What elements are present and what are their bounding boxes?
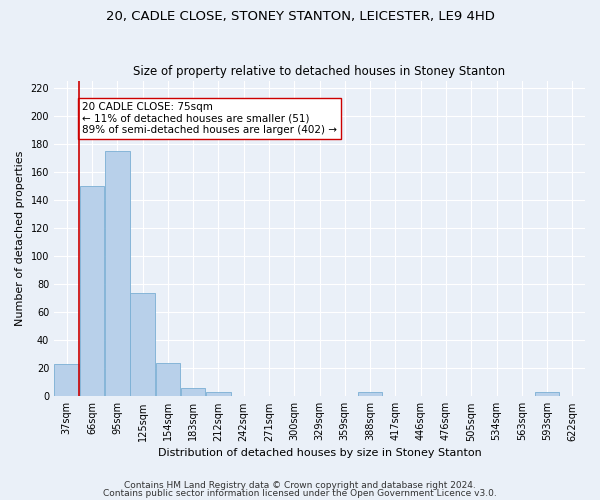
X-axis label: Distribution of detached houses by size in Stoney Stanton: Distribution of detached houses by size … <box>158 448 481 458</box>
Text: Contains public sector information licensed under the Open Government Licence v3: Contains public sector information licen… <box>103 488 497 498</box>
Bar <box>155 362 180 396</box>
Bar <box>535 392 559 396</box>
Text: Contains HM Land Registry data © Crown copyright and database right 2024.: Contains HM Land Registry data © Crown c… <box>124 481 476 490</box>
Bar <box>181 388 205 396</box>
Title: Size of property relative to detached houses in Stoney Stanton: Size of property relative to detached ho… <box>133 66 506 78</box>
Bar <box>80 186 104 396</box>
Y-axis label: Number of detached properties: Number of detached properties <box>15 151 25 326</box>
Bar <box>105 151 130 396</box>
Bar <box>206 392 230 396</box>
Text: 20, CADLE CLOSE, STONEY STANTON, LEICESTER, LE9 4HD: 20, CADLE CLOSE, STONEY STANTON, LEICEST… <box>106 10 494 23</box>
Bar <box>130 292 155 397</box>
Bar <box>358 392 382 396</box>
Text: 20 CADLE CLOSE: 75sqm
← 11% of detached houses are smaller (51)
89% of semi-deta: 20 CADLE CLOSE: 75sqm ← 11% of detached … <box>82 102 337 136</box>
Bar <box>55 364 79 396</box>
